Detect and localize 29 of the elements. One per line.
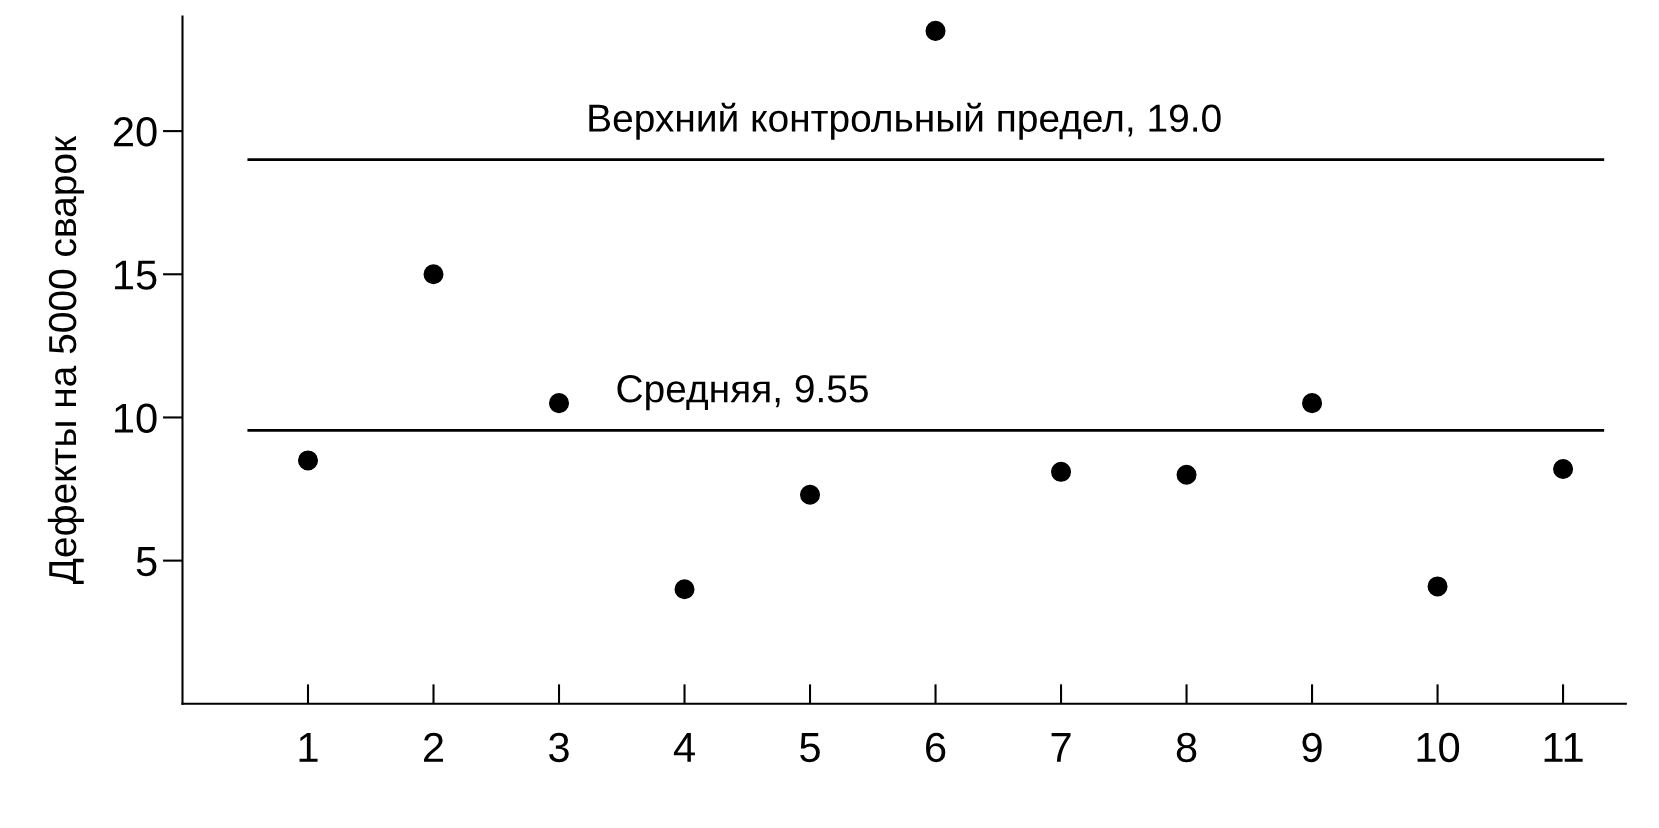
x-tick-label: 7 (1051, 733, 1071, 762)
x-tick-label: 8 (1176, 732, 1197, 763)
y-tick-label: 10 (115, 403, 157, 433)
y-tick-label: 5 (136, 547, 157, 577)
point (1176, 464, 1197, 485)
point (1553, 458, 1574, 480)
point (1051, 461, 1072, 482)
ref-line-label: Средняя, 9.55 (617, 375, 868, 411)
point (297, 450, 319, 471)
point (925, 20, 946, 41)
x-tick-label: 6 (926, 732, 946, 763)
x-tick-label: 10 (1417, 732, 1460, 763)
x-tick-label: 2 (424, 732, 443, 762)
point (1427, 576, 1448, 597)
y-tick-label: 15 (115, 260, 157, 290)
x-tick-label: 1 (299, 733, 318, 762)
point (674, 579, 695, 600)
x-tick-label: 4 (673, 733, 695, 762)
point (1302, 393, 1323, 414)
y-tick-label: 20 (113, 117, 157, 147)
x-tick-label: 5 (800, 733, 820, 763)
point (548, 393, 570, 414)
y-axis-title: Дефекты на 5000 сварок (47, 135, 85, 585)
x-tick-label: 11 (1544, 733, 1583, 762)
point (423, 264, 444, 285)
ref-line-label: Верхний контрольный предел, 19.0 (589, 102, 1221, 140)
x-tick-label: 3 (549, 732, 569, 763)
point (800, 484, 821, 505)
x-tick-label: 9 (1302, 732, 1322, 763)
